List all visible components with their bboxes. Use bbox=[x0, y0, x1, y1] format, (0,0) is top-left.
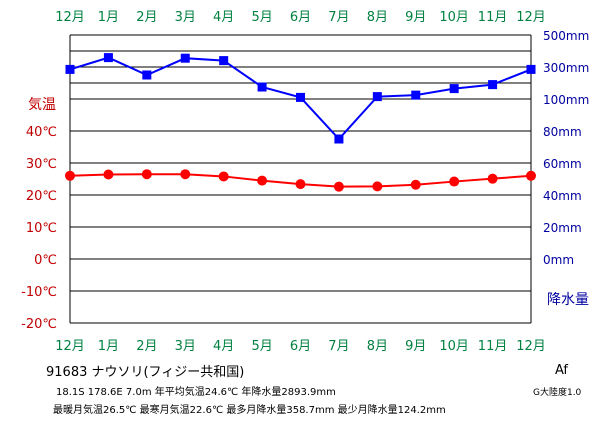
temperature-axis-title: 気温 bbox=[28, 97, 56, 113]
temperature-point bbox=[372, 181, 383, 192]
temperature-point bbox=[449, 176, 460, 187]
month-label-top: 3月 bbox=[175, 10, 196, 25]
precipitation-point bbox=[103, 53, 113, 63]
month-label-bottom: 4月 bbox=[213, 339, 234, 354]
month-label-top: 5月 bbox=[251, 10, 272, 25]
temperature-axis: 気温 40℃ 30℃ 20℃ 10℃ 0℃ -10℃ -20℃ bbox=[21, 97, 57, 332]
precipitation-axis-title: 降水量 bbox=[547, 292, 589, 308]
temperature-point bbox=[295, 179, 306, 190]
temperature-point bbox=[257, 175, 268, 186]
precipitation-point bbox=[334, 134, 344, 144]
month-label-bottom: 12月 bbox=[516, 339, 546, 354]
station-header: 91683 ナウソリ(フィジー共和国) bbox=[46, 365, 245, 380]
temperature-series bbox=[65, 169, 536, 192]
temperature-tick-label: 30℃ bbox=[26, 157, 57, 172]
month-label-top: 11月 bbox=[478, 10, 508, 25]
precipitation-point bbox=[449, 84, 459, 94]
month-label-bottom: 7月 bbox=[328, 339, 349, 354]
temperature-tick-label: 0℃ bbox=[34, 253, 57, 268]
precipitation-tick-label: 20mm bbox=[543, 221, 582, 235]
precipitation-point bbox=[65, 64, 75, 74]
month-label-bottom: 3月 bbox=[175, 339, 196, 354]
temperature-tick-label: -20℃ bbox=[21, 317, 57, 332]
month-label-top: 4月 bbox=[213, 10, 234, 25]
month-label-bottom: 2月 bbox=[136, 339, 157, 354]
month-label-bottom: 9月 bbox=[405, 339, 426, 354]
temperature-point bbox=[526, 170, 536, 181]
precipitation-tick-label: 0mm bbox=[543, 253, 574, 267]
temperature-point bbox=[180, 169, 191, 180]
precipitation-point bbox=[257, 82, 267, 92]
month-label-top: 2月 bbox=[136, 10, 157, 25]
precipitation-point bbox=[180, 53, 190, 63]
month-label-bottom: 8月 bbox=[367, 339, 388, 354]
month-label-top: 6月 bbox=[290, 10, 311, 25]
precipitation-series bbox=[65, 53, 536, 144]
station-location-line: 18.1S 178.6E 7.0m 年平均気温24.6℃ 年降水量2893.9m… bbox=[56, 387, 336, 398]
precipitation-tick-label: 40mm bbox=[543, 189, 582, 203]
precipitation-tick-label: 100mm bbox=[543, 93, 589, 107]
temperature-point bbox=[333, 181, 344, 192]
precipitation-point bbox=[372, 92, 382, 102]
month-label-top: 1月 bbox=[98, 10, 119, 25]
top-month-labels: 12月 1月 2月 3月 4月 5月 6月 7月 8月 9月 10月 11月 12月 bbox=[55, 10, 546, 25]
month-label-bottom: 10月 bbox=[439, 339, 469, 354]
precipitation-point bbox=[296, 92, 305, 102]
precipitation-tick-label: 300mm bbox=[543, 61, 589, 75]
precipitation-point bbox=[488, 80, 498, 90]
month-label-bottom: 12月 bbox=[55, 339, 85, 354]
bottom-month-labels: 12月 1月 2月 3月 4月 5月 6月 7月 8月 9月 10月 11月 12月 bbox=[55, 339, 546, 354]
station-extremes-line: 最暖月気温26.5℃ 最寒月気温22.6℃ 最多月降水量358.7mm 最少月降… bbox=[53, 405, 446, 416]
temperature-point bbox=[410, 179, 421, 190]
continentality-index: G大陸度1.0 bbox=[533, 388, 582, 398]
precipitation-point bbox=[142, 70, 152, 80]
temperature-point bbox=[141, 169, 152, 180]
month-label-bottom: 11月 bbox=[478, 339, 508, 354]
temperature-point bbox=[487, 173, 498, 184]
month-label-top: 10月 bbox=[439, 10, 469, 25]
precipitation-point bbox=[219, 56, 229, 66]
temperature-tick-label: 20℃ bbox=[26, 189, 57, 204]
precipitation-point bbox=[526, 64, 536, 74]
climate-class: Af bbox=[555, 363, 569, 378]
month-label-bottom: 5月 bbox=[251, 339, 272, 354]
month-label-top: 9月 bbox=[405, 10, 426, 25]
month-label-top: 12月 bbox=[55, 10, 85, 25]
precipitation-axis: 500mm 300mm 100mm 80mm 60mm 40mm 20mm 0mm 降水量 bbox=[543, 29, 589, 308]
temperature-tick-label: 10℃ bbox=[26, 221, 57, 236]
temperature-point bbox=[218, 171, 229, 182]
temperature-point bbox=[65, 170, 75, 181]
precipitation-point bbox=[411, 90, 421, 100]
grid-lines bbox=[69, 34, 532, 324]
temperature-point bbox=[103, 169, 114, 180]
month-label-bottom: 1月 bbox=[98, 339, 119, 354]
precipitation-tick-label: 500mm bbox=[543, 29, 589, 43]
temperature-tick-label: -10℃ bbox=[21, 285, 57, 300]
month-label-top: 12月 bbox=[516, 10, 546, 25]
temperature-tick-label: 40℃ bbox=[26, 125, 57, 140]
precipitation-tick-label: 60mm bbox=[543, 157, 582, 171]
precipitation-tick-label: 80mm bbox=[543, 125, 582, 139]
month-label-top: 8月 bbox=[367, 10, 388, 25]
month-label-bottom: 6月 bbox=[290, 339, 311, 354]
month-label-top: 7月 bbox=[328, 10, 349, 25]
